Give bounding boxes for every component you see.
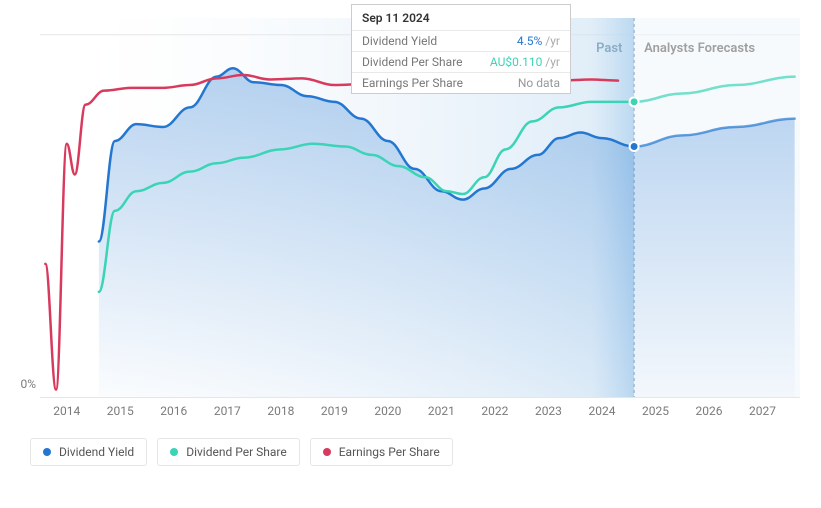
x-tick: 2020 — [374, 404, 401, 418]
x-tick: 2026 — [696, 404, 723, 418]
legend-item-dividend-per-share[interactable]: Dividend Per Share — [157, 438, 300, 466]
tooltip-row: Dividend Per Share AU$0.110 /yr — [352, 51, 570, 72]
tooltip-date: Sep 11 2024 — [352, 5, 570, 30]
x-tick: 2017 — [214, 404, 241, 418]
tooltip-row-value: No data — [518, 76, 560, 90]
tooltip-row-label: Earnings Per Share — [362, 76, 463, 90]
x-tick: 2027 — [749, 404, 776, 418]
legend-item-earnings-per-share[interactable]: Earnings Per Share — [310, 438, 453, 466]
tooltip-row-value: 4.5% /yr — [517, 34, 560, 48]
plot-area[interactable]: 0% Past Analysts Forecasts Sep 11 2024 D… — [40, 18, 800, 398]
legend-dot-icon — [323, 448, 331, 456]
legend-label: Earnings Per Share — [339, 445, 440, 459]
past-label: Past — [596, 41, 622, 56]
legend: Dividend Yield Dividend Per Share Earnings… — [30, 438, 803, 466]
y-tick-zero: 0% — [20, 378, 36, 390]
tooltip-row-label: Dividend Yield — [362, 34, 437, 48]
x-tick: 2019 — [321, 404, 348, 418]
x-tick: 2015 — [107, 404, 134, 418]
x-tick: 2014 — [53, 404, 80, 418]
legend-dot-icon — [43, 448, 51, 456]
x-tick: 2021 — [428, 404, 455, 418]
tooltip-row-value: AU$0.110 /yr — [490, 55, 560, 69]
legend-label: Dividend Per Share — [186, 445, 287, 459]
legend-dot-icon — [170, 448, 178, 456]
dividend-chart: 0% Past Analysts Forecasts Sep 11 2024 D… — [18, 18, 803, 490]
forecast-label: Analysts Forecasts — [644, 41, 755, 56]
x-tick: 2023 — [535, 404, 562, 418]
tooltip: Sep 11 2024 Dividend Yield4.5% /yrDivide… — [351, 4, 571, 94]
tooltip-row: Earnings Per Share No data — [352, 72, 570, 93]
tooltip-row: Dividend Yield 4.5% /yr — [352, 30, 570, 51]
x-tick: 2018 — [267, 404, 294, 418]
x-tick: 2016 — [160, 404, 187, 418]
x-tick: 2024 — [588, 404, 615, 418]
tooltip-row-label: Dividend Per Share — [362, 55, 463, 69]
x-axis: 2014 2015 2016 2017 2018 2019 2020 2021 2022 2023… — [40, 398, 800, 420]
x-tick: 2025 — [642, 404, 669, 418]
x-tick: 2022 — [481, 404, 508, 418]
legend-item-dividend-yield[interactable]: Dividend Yield — [30, 438, 147, 466]
legend-label: Dividend Yield — [59, 445, 134, 459]
